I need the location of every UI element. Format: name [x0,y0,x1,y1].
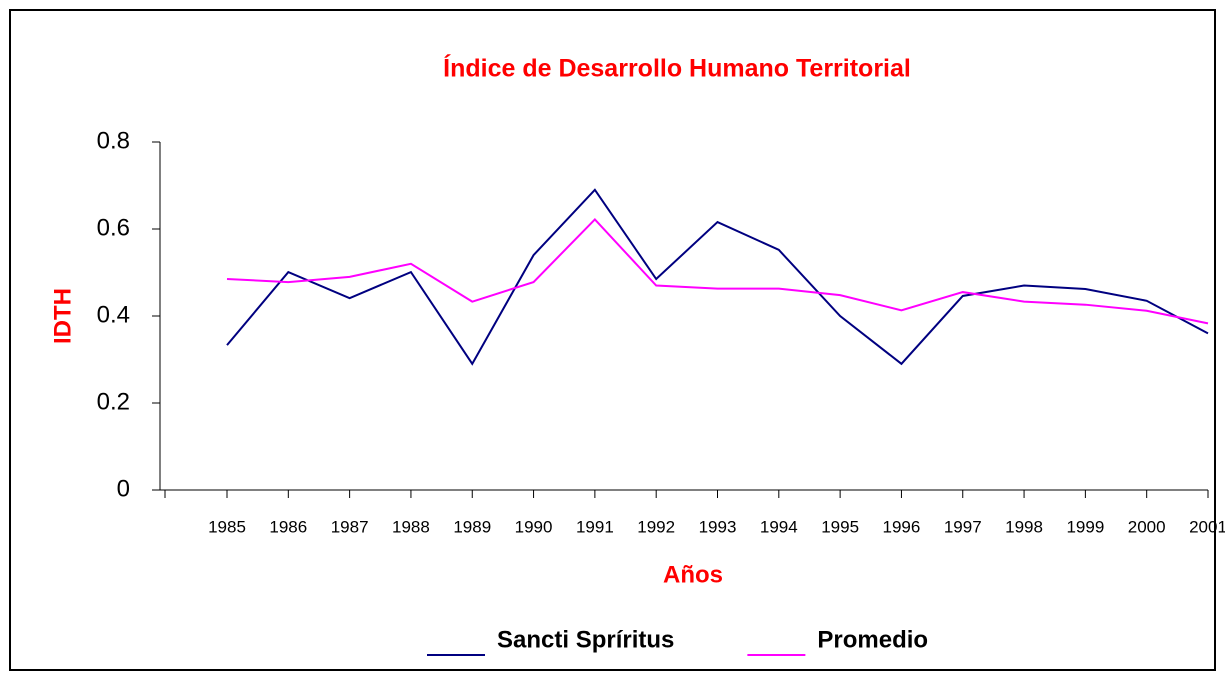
x-tick-label: 1985 [208,517,246,536]
y-tick-label: 0.2 [97,388,130,415]
y-tick-label: 0 [117,475,130,502]
y-tick-label: 0.6 [97,214,130,241]
chart-title: Índice de Desarrollo Humano Territorial [443,54,911,83]
x-tick-label: 1995 [821,517,859,536]
x-tick-label: 1998 [1005,517,1043,536]
y-tick-label: 0.8 [97,127,130,154]
y-tick-label: 0.4 [97,301,130,328]
legend-label: Promedio [817,626,928,653]
x-tick-label: 2000 [1128,517,1166,536]
x-tick-label: 1992 [637,517,675,536]
x-tick-label: 1999 [1066,517,1104,536]
series-line [226,188,1209,366]
x-tick-label: 1997 [944,517,982,536]
y-axis-label: IDTH [49,288,76,344]
x-tick-label: 1989 [453,517,491,536]
x-tick-label: 1987 [331,517,369,536]
x-tick-label: 1988 [392,517,430,536]
x-tick-label: 1993 [699,517,737,536]
x-tick-label: 1990 [515,517,553,536]
x-tick-label: 1994 [760,517,798,536]
frame [9,9,1216,671]
x-tick-label: 1996 [883,517,921,536]
x-tick-label: 2001 [1189,517,1225,536]
x-tick-label: 1986 [269,517,307,536]
legend-label: Sancti Spríritus [497,626,674,653]
x-axis-label: Años [663,561,723,588]
x-tick-label: 1991 [576,517,614,536]
series-line [226,217,1209,325]
